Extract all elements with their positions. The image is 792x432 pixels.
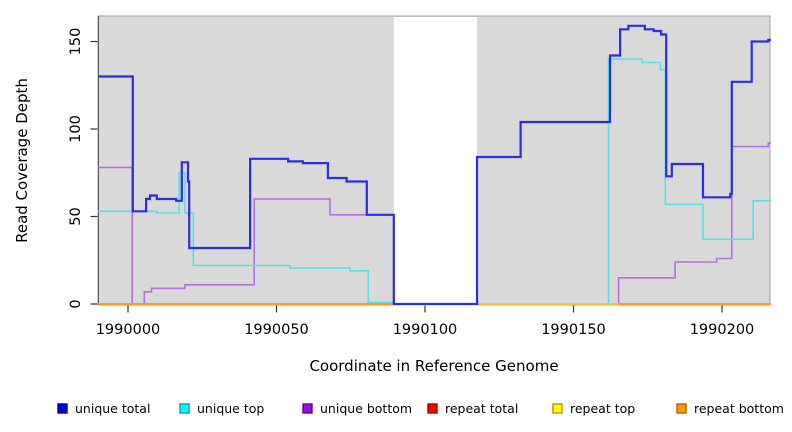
x-tick-label: 1990050	[244, 322, 309, 338]
y-tick-label: 100	[68, 115, 84, 143]
legend-item-repeat-bottom: repeat bottom	[676, 401, 784, 416]
x-tick-label: 1990200	[690, 322, 755, 338]
y-tick-label: 50	[68, 207, 84, 225]
legend-item-repeat-total: repeat total	[427, 401, 518, 416]
legend-label: repeat bottom	[694, 401, 784, 416]
legend-swatch-repeat-top	[552, 403, 563, 414]
legend-label: unique total	[75, 401, 150, 416]
no-data-gap-region	[393, 17, 477, 307]
legend-swatch-repeat-total	[427, 403, 438, 414]
legend-item-unique-bottom: unique bottom	[302, 401, 412, 416]
series-line-unique-total	[98, 24, 771, 306]
x-tick-label: 1990000	[96, 322, 161, 338]
legend-item-unique-top: unique top	[179, 401, 264, 416]
series-line-unique-top	[98, 58, 771, 305]
x-axis-title: Coordinate in Reference Genome	[309, 357, 558, 375]
legend-item-unique-total: unique total	[57, 401, 150, 416]
legend-swatch-unique-top	[179, 403, 190, 414]
legend: unique total unique top unique bottom repea…	[57, 401, 784, 416]
legend-label: unique top	[197, 401, 264, 416]
legend-swatch-repeat-bottom	[676, 403, 687, 414]
legend-swatch-unique-total	[57, 403, 68, 414]
legend-item-repeat-top: repeat top	[552, 401, 635, 416]
y-tick-label: 0	[68, 299, 84, 308]
legend-label: repeat top	[570, 401, 635, 416]
x-tick-label: 1990150	[541, 322, 606, 338]
series-line-unique-bottom	[98, 142, 771, 305]
legend-label: repeat total	[445, 401, 518, 416]
x-tick-label: 1990100	[393, 322, 458, 338]
y-axis-title: Read Coverage Depth	[13, 78, 31, 243]
y-tick-label: 150	[68, 28, 84, 56]
legend-label: unique bottom	[320, 401, 412, 416]
legend-swatch-unique-bottom	[302, 403, 313, 414]
